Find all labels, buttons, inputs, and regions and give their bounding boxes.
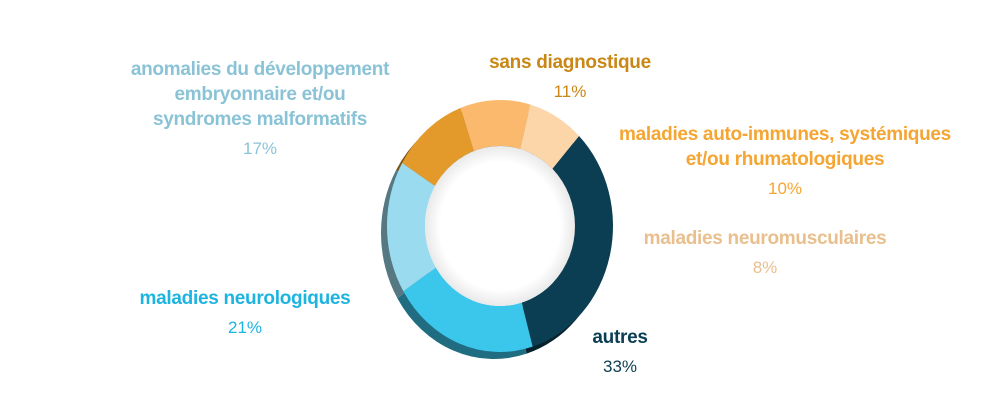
slice-label-neuromuscular: maladies neuromusculaires 8%	[600, 226, 930, 280]
slice-percent: 10%	[767, 179, 803, 198]
label-line: embryonnaire et/ou	[174, 84, 346, 105]
donut-slice-0	[402, 107, 474, 186]
label-line: maladies neurologiques	[139, 288, 351, 309]
slice-label-other: autres 33%	[550, 325, 690, 379]
donut-slice-5	[386, 163, 436, 292]
slice-percent: 21%	[227, 318, 263, 337]
slice-label-no-diagnosis: sans diagnostique 11%	[470, 50, 670, 104]
slice-percent: 17%	[242, 139, 278, 158]
label-line: syndromes malformatifs	[152, 109, 368, 130]
donut-slices	[386, 99, 613, 352]
donut-hole	[425, 146, 575, 306]
slice-percent: 11%	[553, 82, 587, 101]
donut-slice-1	[460, 99, 531, 152]
label-line: maladies auto-immunes, systémiques	[619, 124, 951, 145]
slice-label-developmental-anomalies: anomalies du développement embryonnaire …	[95, 57, 425, 161]
slice-label-autoimmune: maladies auto-immunes, systémiques et/ou…	[570, 122, 1000, 201]
slice-label-neurological: maladies neurologiques 21%	[80, 286, 410, 340]
donut-slice-4	[403, 267, 533, 352]
donut-slice-3	[521, 135, 613, 347]
donut-slice-2	[520, 104, 580, 169]
label-line: anomalies du développement	[130, 59, 390, 80]
slice-percent: 33%	[602, 357, 638, 376]
label-line: autres	[592, 327, 648, 348]
slice-percent: 8%	[752, 258, 778, 277]
label-line: et/ou rhumatologiques	[685, 149, 885, 170]
label-line: sans diagnostique	[489, 52, 651, 73]
label-line: maladies neuromusculaires	[643, 228, 887, 249]
